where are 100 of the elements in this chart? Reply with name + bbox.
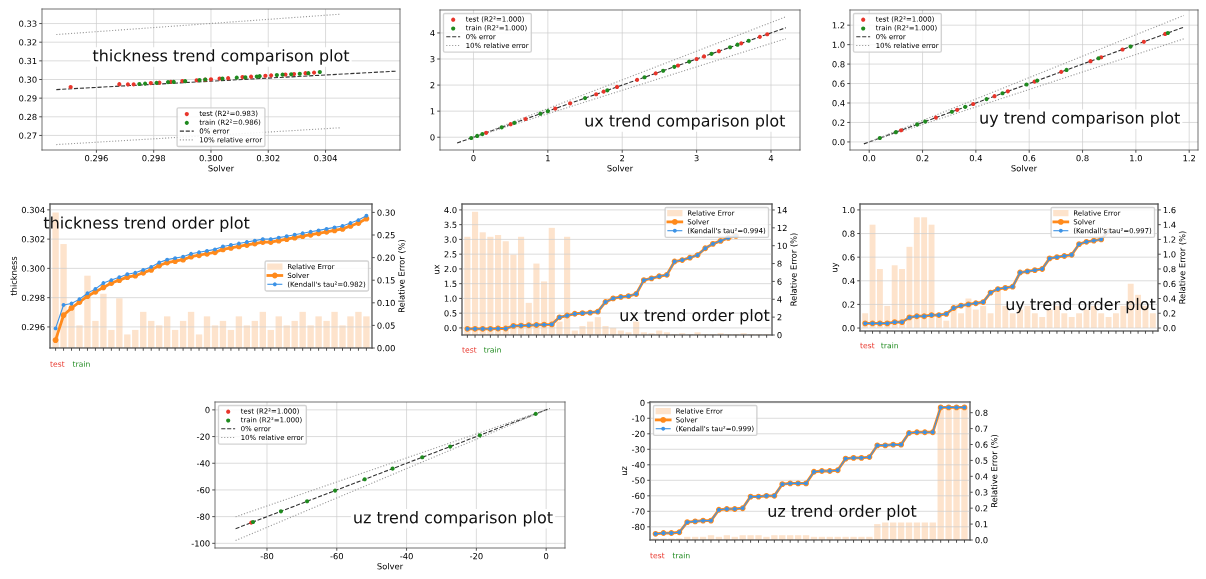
y-tick-label: 0 [205,406,210,414]
y-tick-label: -60 [196,486,210,494]
y2-tick-label: 0.3 [975,489,988,496]
x-tick-label: 1.2 [1183,155,1195,162]
y-tick-label: -80 [631,523,645,531]
y2-tick-label: 10 [777,242,787,249]
y-tick-label: 0.298 [21,294,45,301]
y2-axis-title: Relative Error (%) [790,233,798,306]
x-tick-label: 0 [471,155,476,162]
x-tick-label: 0.296 [85,155,108,162]
y-tick-label: 3 [430,55,435,63]
text: uy trend comparison plot [980,111,1180,127]
y-tick-label: -20 [196,433,210,440]
text: thickness trend comparison plot [92,49,350,65]
y2-tick-label: 1.4 [1163,221,1176,228]
y2-tick-label: 0.05 [377,322,395,329]
y-tick-label: 0.2 [842,301,855,308]
y-tick-label: 0.29 [19,95,37,102]
y2-axis-title: Relative Error (%) [398,239,406,312]
y-tick-label: -40 [631,461,645,469]
x-tick-label: 0.8 [1076,155,1089,162]
y-tick-label: 4.0 [444,206,457,214]
y2-tick-label: 1.0 [1163,251,1176,258]
text: ux trend order plot [620,308,770,325]
text: ux trend comparison plot [585,114,786,130]
x-tick-label: 0.298 [142,155,166,162]
y-tick-label: 4 [430,30,435,37]
y2-tick-label: 0 [777,331,782,339]
x-tick-label: 0.6 [1023,155,1036,162]
y-tick-label: 1.0 [832,41,845,48]
y-tick-label: 0.4 [842,277,855,285]
y2-tick-label: 0.30 [377,209,395,216]
x-tick-label: 0 [544,553,549,560]
x-tick-label: 2 [620,155,625,162]
y-tick-label: 2.5 [444,251,457,258]
y-tick-label: 0.30 [19,76,37,83]
y2-tick-label: 0.7 [975,425,988,432]
y2-tick-label: 0.4 [1163,295,1176,302]
y-tick-label: 3.0 [444,236,457,243]
y-tick-label: 2 [430,82,435,89]
y-tick-label: 0.300 [21,265,45,272]
y2-axis-title: Relative Error (%) [990,434,999,507]
y-axis-title: ux [434,264,440,274]
y2-tick-label: 0.20 [377,254,395,261]
y-tick-label: -80 [196,513,210,520]
text: uz trend comparison plot [354,511,553,527]
y2-tick-label: 0.8 [975,409,988,416]
y2-tick-label: 1.2 [1163,236,1176,243]
y-tick-label: 0 [430,134,435,141]
y-tick-label: -70 [631,508,645,515]
y2-tick-label: 8 [777,260,782,267]
x-axis-title: Solver [208,165,235,172]
y2-tick-label: 1.6 [1163,206,1176,214]
x-tick-label: 1 [546,155,550,162]
y2-tick-label: 0.15 [377,277,395,284]
y-tick-label: -30 [631,446,645,453]
y-tick-label: 3.5 [444,221,457,228]
x-axis-title: Solver [607,165,634,172]
x-tick-label: -20 [469,553,483,560]
y-tick-label: -10 [631,415,645,422]
y-tick-label: 0.296 [21,323,45,331]
y-tick-label: 0.28 [19,113,37,121]
y-tick-label: 0.8 [832,61,845,68]
y2-tick-label: 0.8 [1163,265,1176,273]
y-tick-label: 0.6 [832,80,845,87]
y-tick-label: 0.27 [19,132,37,139]
y-tick-label: -50 [631,477,645,484]
y2-tick-label: 6 [777,278,782,285]
text: uz trend order plot [768,504,917,521]
x-tick-label: 1.0 [1130,155,1142,162]
y2-tick-label: 0.10 [377,299,395,307]
y2-tick-label: 0.2 [1163,310,1176,317]
y2-tick-label: 0.2 [975,505,988,512]
y-tick-label: 0.0 [832,138,845,146]
y-tick-label: 0.304 [21,206,45,214]
y-tick-label: 0.8 [842,230,855,237]
y2-tick-label: 0.5 [975,457,988,464]
x-tick-label: 0.2 [916,155,929,162]
y-tick-label: 1.0 [444,295,457,302]
y2-tick-label: 0.4 [975,473,988,480]
y-tick-label: 0.6 [842,254,855,261]
y-tick-label: 0.302 [21,236,45,243]
y-tick-label: 0.32 [19,39,37,46]
y-tick-label: 0.4 [832,99,845,107]
y-tick-label: 1.5 [444,280,457,287]
y2-tick-label: 0.6 [975,441,988,448]
x-tick-label: 0.0 [863,155,876,162]
y-axis-title: thickness [10,256,17,296]
y-tick-label: 1.2 [832,22,845,29]
y2-tick-label: 0.25 [377,231,395,239]
y-tick-label: 0.5 [444,310,457,317]
y-tick-label: -100 [191,540,210,547]
y2-tick-label: 0.0 [1163,325,1176,332]
y-tick-label: 1.0 [842,206,855,214]
y2-tick-label: 4 [777,296,782,303]
y-tick-label: 0.31 [19,57,37,65]
y2-tick-label: 2 [777,314,782,321]
y-tick-label: 0.0 [842,325,855,332]
y-tick-label: 2.0 [444,265,457,273]
x-tick-label: -60 [330,553,344,560]
